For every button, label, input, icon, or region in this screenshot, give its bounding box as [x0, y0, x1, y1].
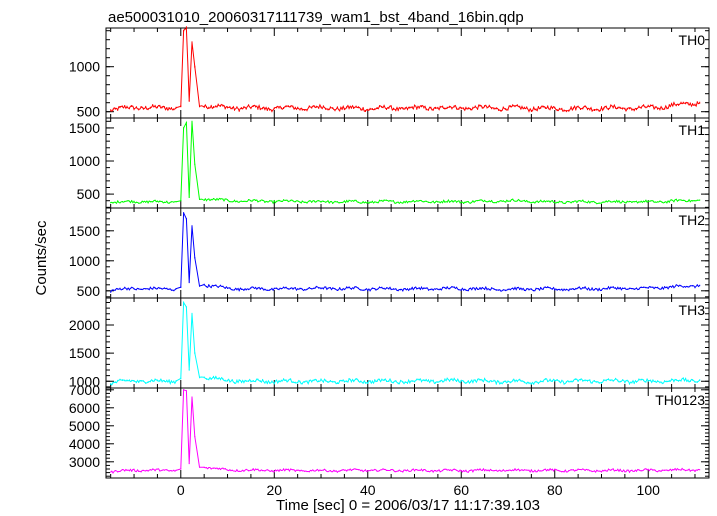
- panel-th0: 500 1000 TH0: [69, 26, 710, 120]
- x-tick-label: 80: [547, 482, 563, 498]
- panel-th1: 500 1000 1500 TH1: [69, 117, 710, 209]
- x-tick-label: 100: [637, 482, 661, 498]
- y-tick-label: 500: [77, 186, 101, 202]
- panel-frame: [105, 387, 710, 479]
- x-tick-label: 0: [177, 482, 185, 498]
- y-tick-label: 1000: [69, 153, 100, 169]
- panel-label: TH3: [679, 302, 706, 318]
- panel-th0123: 3000 4000 5000 6000 7000 TH0123: [69, 382, 710, 479]
- series-line-th1: [110, 120, 700, 205]
- series-errorbars-th1: [110, 120, 701, 205]
- y-tick-label: 500: [77, 104, 101, 120]
- series-errorbars-th0123: [110, 389, 701, 474]
- panel-th3: 1000 1500 2000 TH3: [69, 297, 710, 389]
- series-line-th0: [110, 28, 701, 113]
- y-tick-label: 1500: [69, 223, 100, 239]
- panel-label: TH0123: [655, 392, 705, 408]
- panel-frame: [105, 117, 710, 209]
- x-axis-label: Time [sec] 0 = 2006/03/17 11:17:39.103: [276, 497, 540, 514]
- series-line-th0123: [110, 389, 700, 474]
- y-tick-label: 1500: [69, 120, 100, 136]
- y-tick-label: 500: [77, 283, 101, 299]
- panel-frame: [105, 297, 710, 389]
- x-tick-label: 60: [453, 482, 469, 498]
- x-tick-label: 40: [360, 482, 376, 498]
- series-errorbars-th3: [110, 301, 701, 385]
- y-tick-label: 1000: [69, 373, 100, 389]
- y-tick-label: 3000: [69, 454, 100, 470]
- series-errorbars-th2: [110, 212, 701, 293]
- series-line-th2: [110, 212, 701, 293]
- y-tick-label: 1000: [69, 59, 100, 75]
- panel-frame: [105, 207, 710, 299]
- y-tick-label: 4000: [69, 436, 100, 452]
- figure-title: ae500031010_20060317111739_wam1_bst_4ban…: [108, 9, 524, 26]
- y-tick-label: 6000: [69, 400, 100, 416]
- panel-label: TH1: [679, 122, 706, 138]
- panel-label: TH2: [679, 212, 706, 228]
- y-tick-label: 2000: [69, 317, 100, 333]
- panel-label: TH0: [679, 32, 706, 48]
- series-errorbars-th0: [110, 26, 701, 113]
- panel-th2: 500 1000 1500 TH2: [69, 207, 710, 299]
- panel-frame: [105, 27, 710, 119]
- x-tick-label: 20: [266, 482, 282, 498]
- series-line-th3: [110, 300, 701, 386]
- y-tick-label: 1000: [69, 253, 100, 269]
- y-tick-label: 7000: [69, 382, 100, 398]
- y-tick-label: 5000: [69, 418, 100, 434]
- y-axis-label: Counts/sec: [33, 220, 50, 296]
- y-tick-label: 1500: [69, 345, 100, 361]
